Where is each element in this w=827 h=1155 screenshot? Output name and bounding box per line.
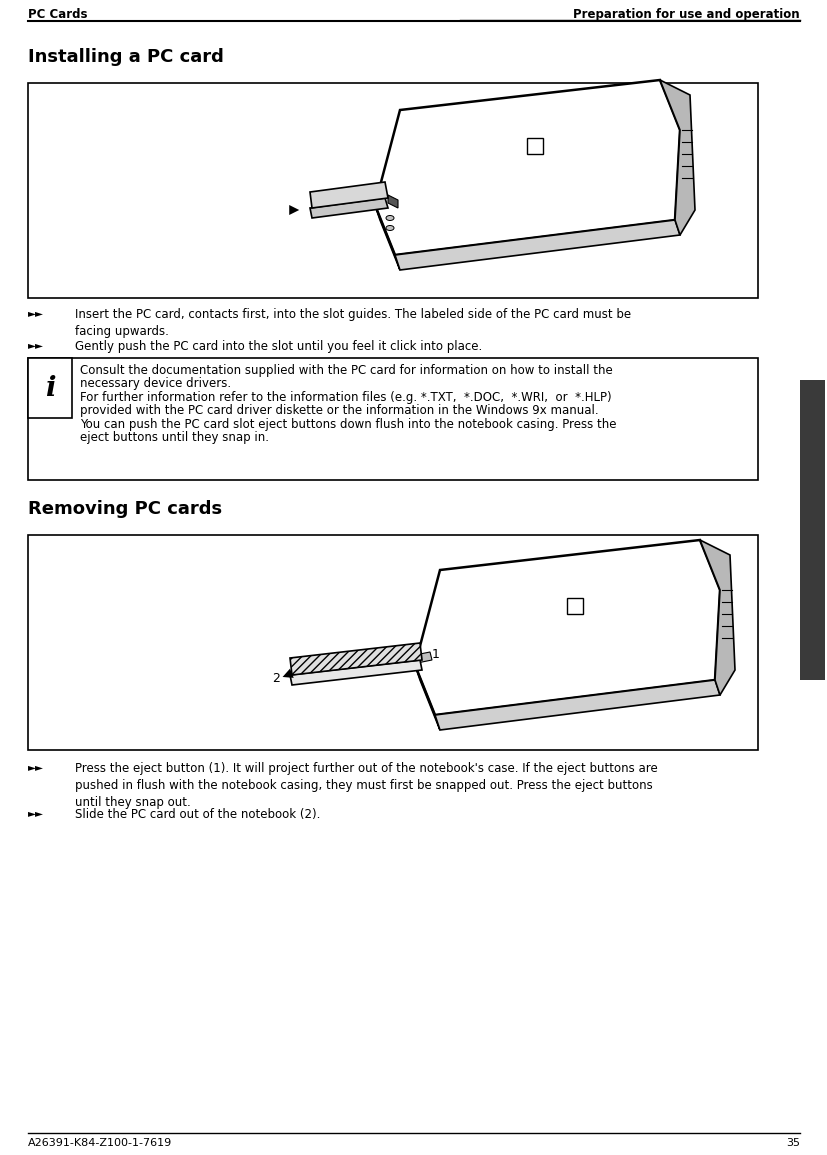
Text: You can push the PC card slot eject buttons down flush into the notebook casing.: You can push the PC card slot eject butt… [80,418,616,431]
Polygon shape [375,204,399,270]
Polygon shape [394,219,679,270]
Polygon shape [309,198,388,218]
Polygon shape [414,541,719,715]
Text: 2: 2 [272,672,280,685]
Text: A26391-K84-Z100-1-7619: A26391-K84-Z100-1-7619 [28,1138,172,1148]
Text: Consult the documentation supplied with the PC card for information on how to in: Consult the documentation supplied with … [80,364,612,377]
Text: 35: 35 [785,1138,799,1148]
Polygon shape [699,541,734,695]
Text: necessary device drivers.: necessary device drivers. [80,377,231,390]
Bar [28,358,757,480]
Text: PC Cards: PC Cards [28,8,88,21]
Text: provided with the PC card driver diskette or the information in the Windows 9x m: provided with the PC card driver diskett… [80,404,598,417]
Polygon shape [414,665,439,730]
Text: Slide the PC card out of the notebook (2).: Slide the PC card out of the notebook (2… [75,808,320,821]
Polygon shape [289,643,422,675]
Text: Insert the PC card, contacts first, into the slot guides. The labeled side of th: Insert the PC card, contacts first, into… [75,308,630,338]
Polygon shape [309,182,388,208]
Text: ►►: ►► [28,308,44,318]
Polygon shape [375,80,679,255]
Polygon shape [659,80,694,234]
Text: For further information refer to the information files (e.g. *.TXT,  *.DOC,  *.W: For further information refer to the inf… [80,392,611,404]
Polygon shape [414,653,432,663]
Text: ►►: ►► [28,808,44,818]
Polygon shape [434,680,719,730]
Polygon shape [566,598,582,614]
Bar [799,380,824,680]
Polygon shape [388,195,398,208]
Text: Preparation for use and operation: Preparation for use and operation [572,8,799,21]
Bar [28,358,72,418]
Text: Gently push the PC card into the slot until you feel it click into place.: Gently push the PC card into the slot un… [75,340,481,353]
Text: eject buttons until they snap in.: eject buttons until they snap in. [80,431,269,444]
Text: i: i [45,374,55,402]
Text: ►►: ►► [28,340,44,350]
Polygon shape [289,660,422,685]
Text: Removing PC cards: Removing PC cards [28,500,222,517]
Text: Press the eject button (1). It will project further out of the notebook's case. : Press the eject button (1). It will proj… [75,762,657,808]
Ellipse shape [385,216,394,221]
Polygon shape [526,137,543,154]
Text: Installing a PC card: Installing a PC card [28,49,223,66]
Bar [28,83,757,298]
Ellipse shape [385,225,394,231]
Bar [28,535,757,750]
Text: 1: 1 [432,648,439,661]
Text: ►►: ►► [28,762,44,772]
